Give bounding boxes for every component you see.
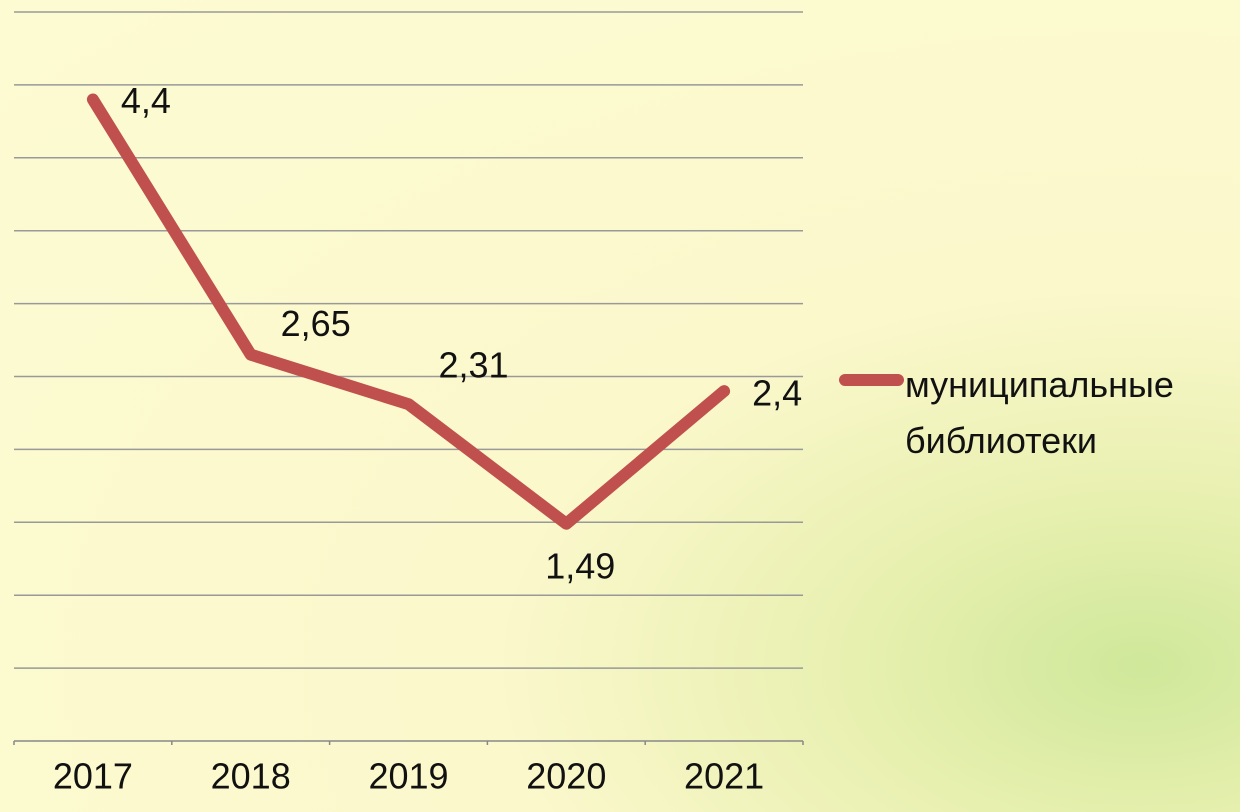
data-label: 2,4 — [752, 373, 802, 414]
x-tick-label: 2018 — [211, 756, 291, 797]
data-label: 2,65 — [281, 303, 351, 344]
legend-label: муниципальные библиотеки — [905, 364, 1174, 461]
x-tick-label: 2017 — [53, 756, 133, 797]
x-tick-label: 2019 — [368, 756, 448, 797]
x-tick-label: 2020 — [526, 756, 606, 797]
data-label: 4,4 — [121, 80, 171, 121]
data-label: 1,49 — [545, 545, 615, 586]
x-tick-label: 2021 — [684, 756, 764, 797]
data-label: 2,31 — [438, 345, 508, 386]
data-line — [86, 93, 731, 530]
